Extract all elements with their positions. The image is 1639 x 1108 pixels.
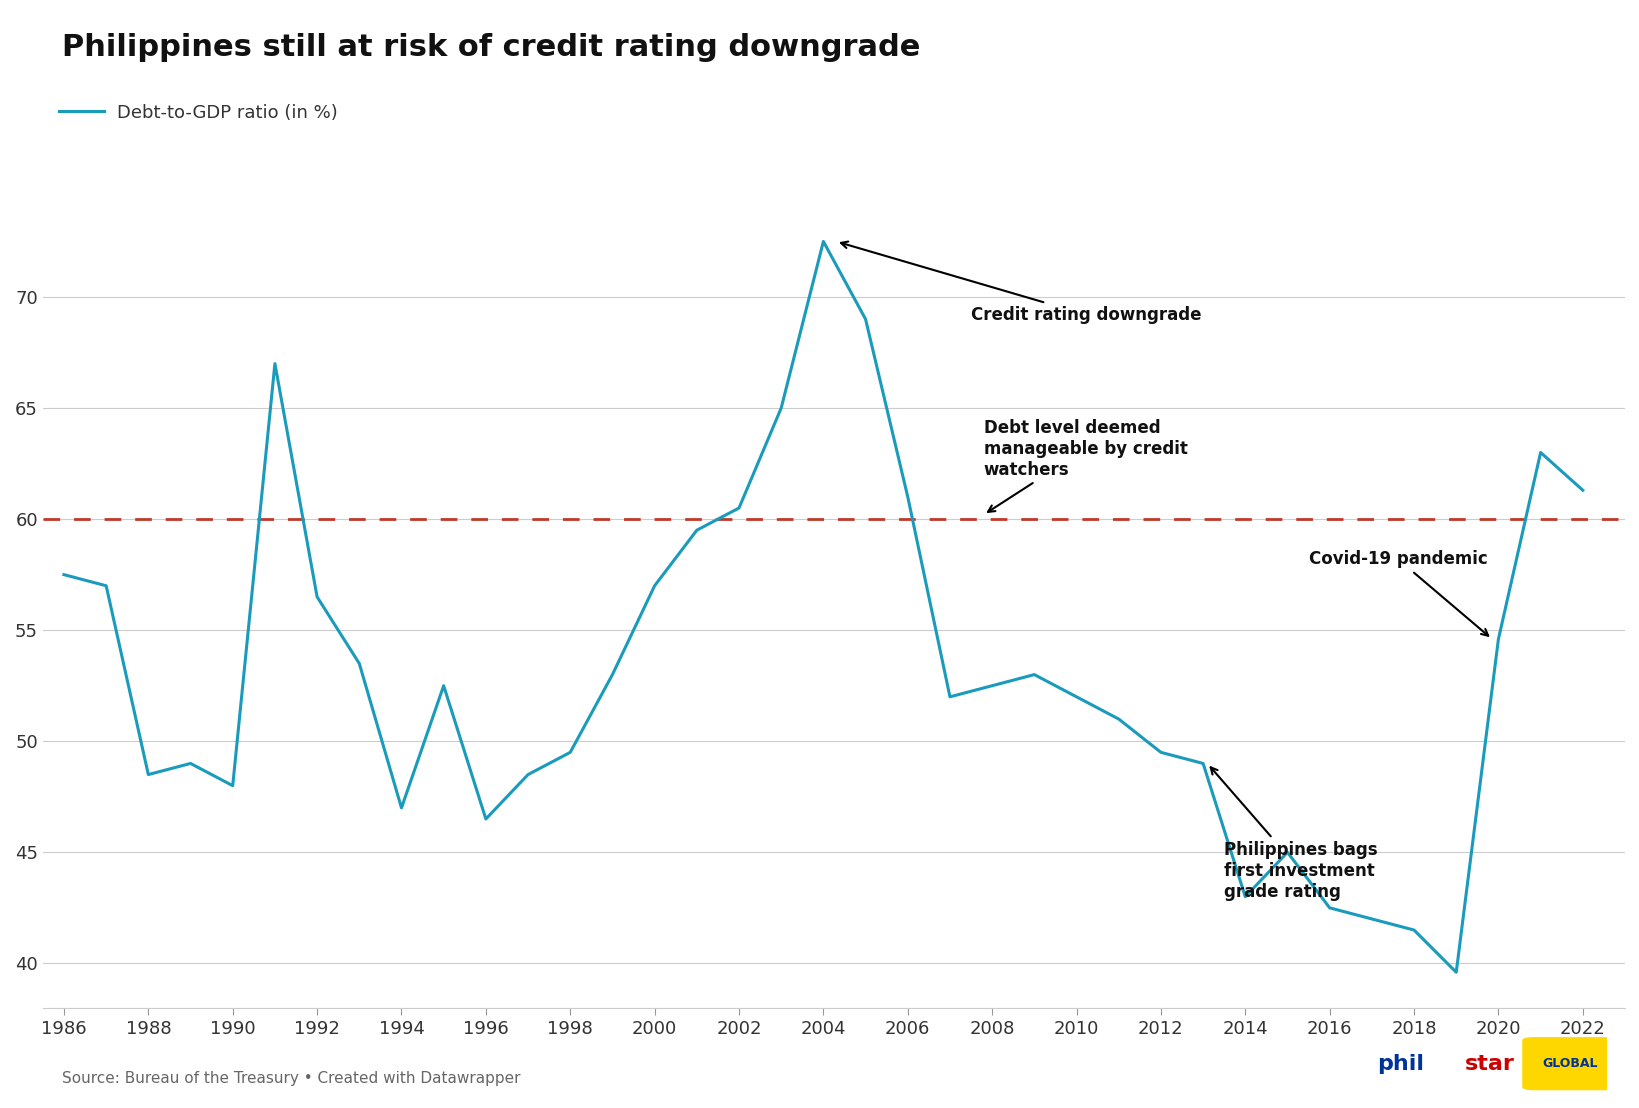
Text: phil: phil (1377, 1054, 1424, 1074)
Text: star: star (1464, 1054, 1514, 1074)
Legend: Debt-to-GDP ratio (in %): Debt-to-GDP ratio (in %) (52, 96, 344, 129)
Text: Source: Bureau of the Treasury • Created with Datawrapper: Source: Bureau of the Treasury • Created… (62, 1070, 521, 1086)
FancyBboxPatch shape (1521, 1037, 1618, 1090)
Text: Credit rating downgrade: Credit rating downgrade (841, 242, 1201, 324)
Text: Philippines bags
first investment
grade rating: Philippines bags first investment grade … (1210, 768, 1377, 901)
Text: Covid-19 pandemic: Covid-19 pandemic (1308, 550, 1487, 636)
Text: Philippines still at risk of credit rating downgrade: Philippines still at risk of credit rati… (62, 33, 919, 62)
Text: Debt level deemed
manageable by credit
watchers: Debt level deemed manageable by credit w… (983, 419, 1187, 512)
Text: GLOBAL: GLOBAL (1542, 1057, 1598, 1070)
